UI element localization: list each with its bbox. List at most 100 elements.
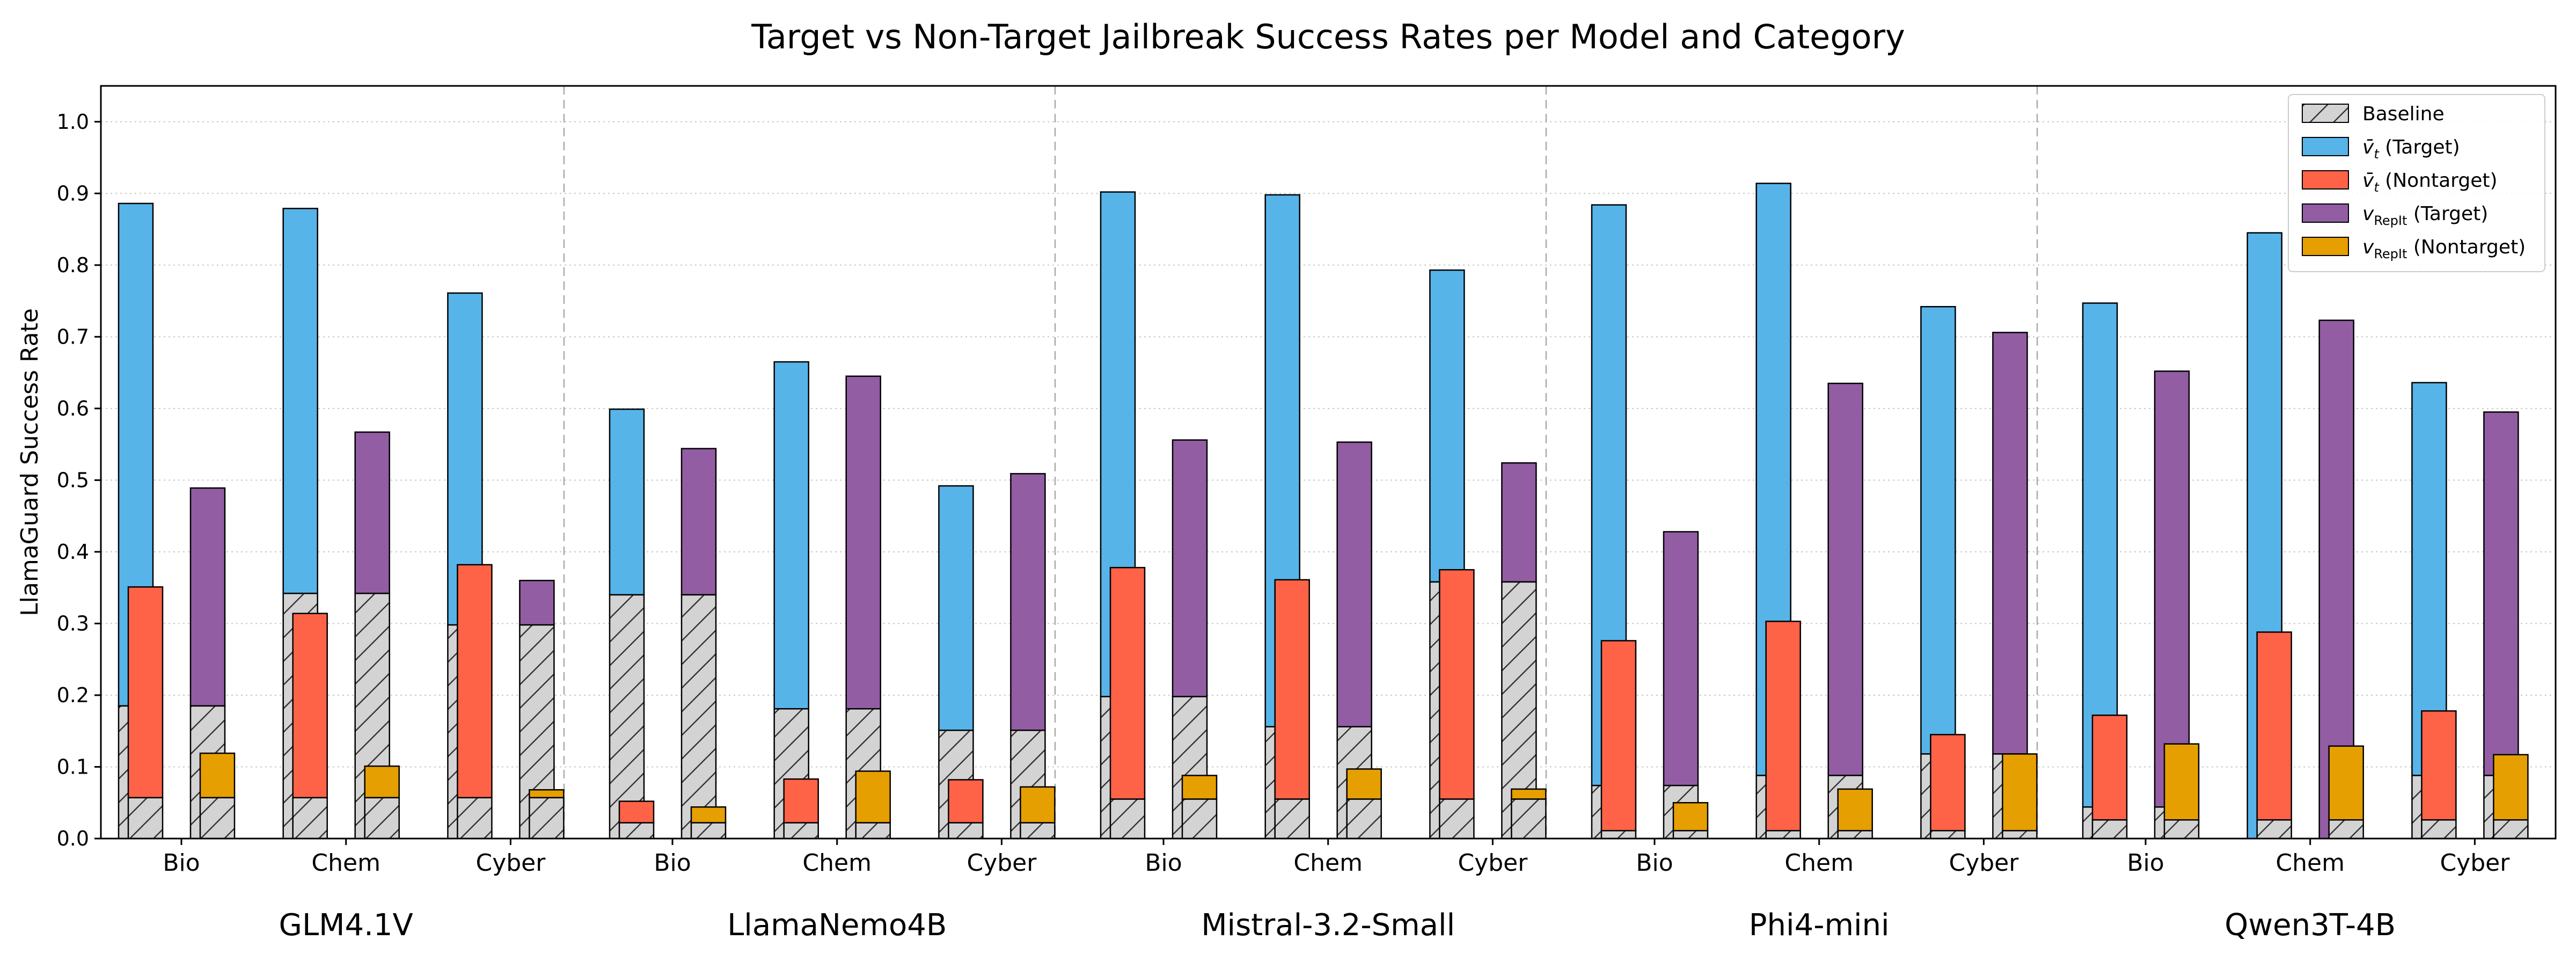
bar-group <box>118 202 236 840</box>
x-category-label: Cyber <box>1458 849 1528 877</box>
bar-baseline <box>2493 819 2529 840</box>
bar-repit-target <box>845 375 881 710</box>
legend-swatch-baseline <box>2302 104 2349 123</box>
bar-repit-nontarget <box>690 806 727 824</box>
bar-baseline <box>1837 830 1873 840</box>
bar-baseline <box>292 797 328 840</box>
bar-vt-nontarget <box>2091 715 2128 821</box>
bar-baseline <box>2256 819 2292 840</box>
bar-vt-target <box>609 408 645 596</box>
bar-vt-nontarget <box>457 564 493 799</box>
legend: Baseline v̄t (Target) v̄t (Nontarget) vR… <box>2288 94 2545 272</box>
bar-vt-nontarget <box>2256 631 2292 821</box>
bar-repit-nontarget <box>529 789 565 799</box>
bar-repit-nontarget <box>1346 768 1382 800</box>
bar-baseline <box>364 797 400 840</box>
y-tick-label: 0.7 <box>57 325 89 348</box>
bar-vt-nontarget <box>1600 640 1637 832</box>
bar-repit-target <box>2154 370 2190 808</box>
legend-repit-nontarget-symbol: v <box>2362 236 2374 258</box>
bar-repit-target <box>1501 462 1537 583</box>
y-ticks: 0.0 0.1 0.2 0.3 0.4 0.5 0.6 0.7 0.8 0.9 1.0 <box>57 110 101 850</box>
y-tick-label: 0.9 <box>57 181 89 205</box>
model-label: Qwen3T-4B <box>2224 908 2396 943</box>
y-tick-label: 0.2 <box>57 683 89 707</box>
bar-group <box>1755 183 1873 840</box>
bar-vt-nontarget <box>618 800 655 824</box>
x-category-label: Chem <box>802 849 872 877</box>
bar-group <box>447 292 565 840</box>
bar-group <box>1591 204 1709 840</box>
x-category-labels: Bio Chem Cyber Bio Chem Cyber Bio Chem Cyber Bio C… <box>163 839 2510 877</box>
model-bars-llamanemo4b <box>609 361 1056 840</box>
bar-repit-target <box>519 580 555 626</box>
bar-vt-target <box>773 361 809 710</box>
model-bars-qwen3t-4b <box>2082 232 2529 840</box>
bar-baseline <box>127 797 164 840</box>
bar-vt-target <box>2411 382 2447 776</box>
bar-repit-nontarget <box>1672 802 1709 832</box>
legend-swatch-vt-target <box>2302 137 2349 156</box>
bar-group <box>2246 232 2364 840</box>
bar-repit-target <box>2483 411 2519 776</box>
bar-repit-target <box>1992 332 2028 755</box>
model-label: LlamaNemo4B <box>727 908 947 943</box>
bar-baseline <box>2328 819 2364 840</box>
legend-vt-nontarget-subscript: t <box>2374 180 2380 195</box>
legend-vt-target-rest: (Target) <box>2379 136 2460 158</box>
bar-group <box>609 408 727 840</box>
bar-repit-target <box>1336 441 1372 727</box>
legend-frame <box>2288 94 2545 272</box>
x-category-label: Cyber <box>2440 849 2510 877</box>
bar-repit-nontarget <box>855 770 891 824</box>
x-category-label: Chem <box>1293 849 1363 877</box>
bar-baseline <box>618 822 655 840</box>
bar-repit-nontarget <box>1511 788 1547 800</box>
legend-repit-nontarget-subscript: RepIt <box>2374 246 2407 261</box>
bar-repit-nontarget <box>199 752 236 799</box>
bar-baseline <box>1600 830 1637 840</box>
bar-vt-nontarget <box>1109 567 1146 800</box>
x-category-label: Chem <box>2275 849 2345 877</box>
model-bars-glm4-1v <box>118 202 565 840</box>
bar-baseline <box>1020 822 1056 840</box>
bar-vt-nontarget <box>1930 734 1966 832</box>
bar-vt-nontarget <box>2421 710 2457 821</box>
bar-baseline <box>1439 798 1475 840</box>
bar-repit-target <box>1172 439 1208 697</box>
x-category-label: Cyber <box>967 849 1037 877</box>
bar-vt-nontarget <box>1765 621 1801 832</box>
bar-repit-target <box>1010 473 1046 731</box>
bar-repit-nontarget <box>2002 753 2038 832</box>
x-category-label: Bio <box>163 849 200 877</box>
bar-baseline <box>1930 830 1966 840</box>
bar-repit-target <box>680 448 717 596</box>
legend-vt-nontarget-symbol: v̄ <box>2362 170 2374 192</box>
bar-baseline <box>2091 819 2128 840</box>
model-bars-mistral-3-2-small <box>1100 191 1547 840</box>
model-label: Phi4-mini <box>1749 908 1890 943</box>
legend-vt-nontarget-rest: (Nontarget) <box>2379 170 2498 192</box>
bar-baseline <box>1672 830 1709 840</box>
bar-baseline <box>2421 819 2457 840</box>
x-category-label: Bio <box>1145 849 1182 877</box>
bar-vt-target <box>1429 269 1465 583</box>
bar-repit-nontarget <box>2328 745 2364 821</box>
bar-repit-target <box>189 487 226 707</box>
x-category-label: Chem <box>311 849 380 877</box>
legend-label-repit-nontarget: vRepIt (Nontarget) <box>2362 236 2526 261</box>
model-label: Mistral-3.2-Small <box>1201 908 1455 943</box>
bar-baseline <box>690 822 727 840</box>
y-tick-label: 0.5 <box>57 468 89 492</box>
bar-vt-nontarget <box>948 779 984 824</box>
legend-vt-target-symbol: v̄ <box>2362 136 2374 158</box>
bar-repit-target <box>1663 531 1699 786</box>
bar-vt-target <box>1920 306 1956 755</box>
bar-repit-target <box>1827 382 1863 776</box>
bar-repit-nontarget <box>2493 754 2529 821</box>
bar-baseline <box>855 822 891 840</box>
x-category-label: Cyber <box>1949 849 2019 877</box>
bar-baseline <box>457 797 493 840</box>
